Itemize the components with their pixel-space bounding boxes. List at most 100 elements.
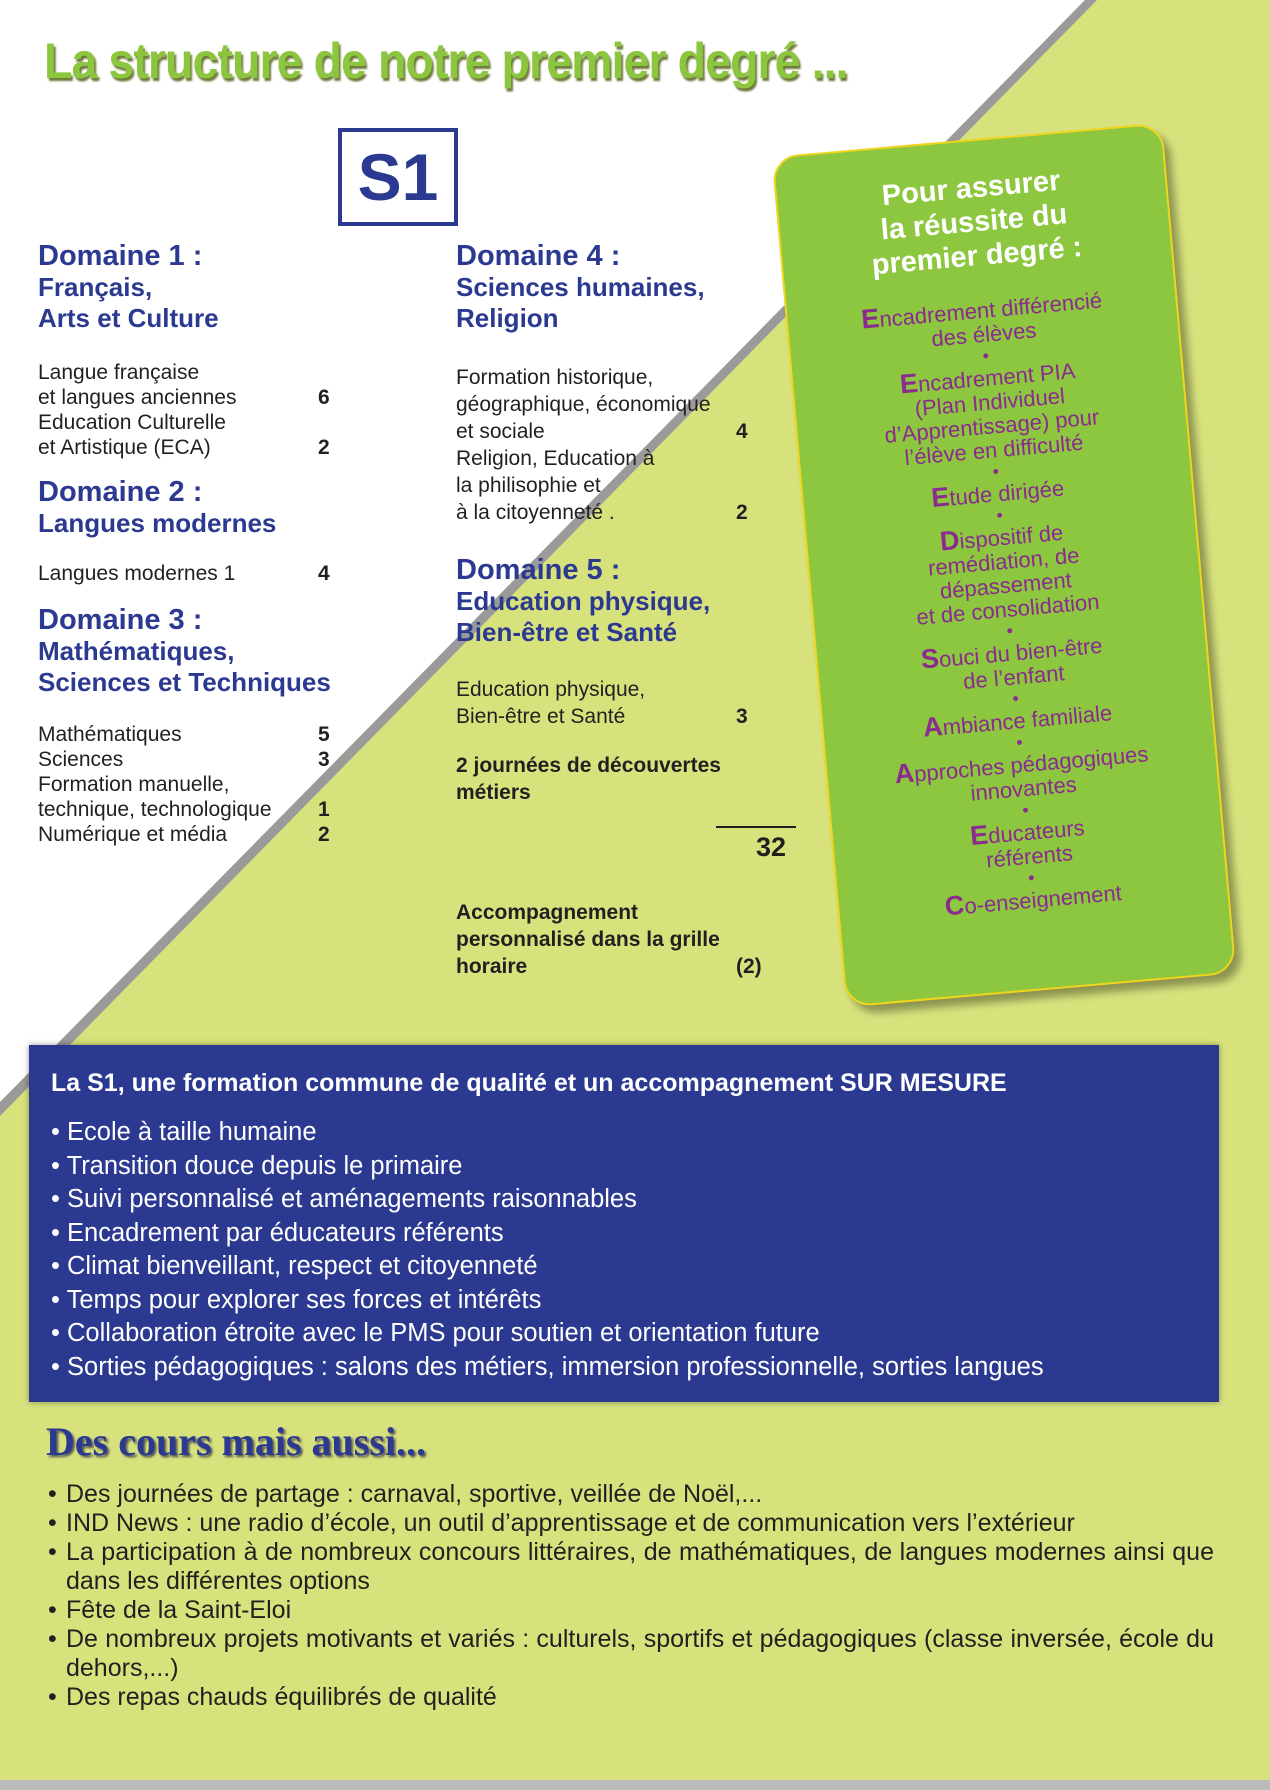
subject-row: et sociale 4: [456, 418, 766, 445]
subject-label: Education physique,: [456, 678, 646, 701]
more-item: • Des repas chauds équilibrés de qualité: [48, 1683, 497, 1711]
card-title: Pour assurer la réussite du premier degré …: [870, 164, 1084, 282]
subject-hours: 4: [736, 420, 748, 443]
subject-row: Religion, Education à: [456, 445, 766, 472]
s1-highlights-box: La S1, une formation commune de qualité …: [29, 1045, 1219, 1402]
subject-row: Education physique,: [456, 676, 766, 703]
domain-subtitle: Langues modernes: [38, 508, 277, 538]
subject-hours: [736, 472, 766, 499]
subject-label: à la citoyenneté .: [456, 501, 615, 524]
subject-hours: [318, 772, 348, 797]
more-item: • Des journées de partage : carnaval, spo…: [48, 1480, 763, 1508]
subject-row: et langues anciennes 6: [38, 385, 348, 410]
subject-label: Numérique et média: [38, 823, 228, 846]
domain-title: Domaine 4 :: [456, 240, 621, 272]
subject-hours: 6: [318, 386, 330, 409]
domain-4: Domaine 4 : Sciences humaines, Religion Fo…: [456, 240, 796, 526]
subject-hours: 5: [318, 723, 330, 746]
domain-subtitle: Religion: [456, 303, 559, 333]
subject-hours: 2: [318, 823, 330, 846]
domain-title: Domaine 3 :: [38, 604, 203, 636]
highlight-item: • Temps pour explorer ses forces et inté…: [51, 1285, 542, 1314]
discovery-days: 2 journées de découvertes métiers: [456, 754, 721, 804]
subject-label: Langue française: [38, 361, 200, 384]
domain-subtitle: Arts et Culture: [38, 303, 219, 333]
subject-row: la philisophie et: [456, 472, 766, 499]
subject-label: et langues anciennes: [38, 386, 237, 409]
highlights-title: La S1, une formation commune de qualité …: [51, 1069, 1007, 1097]
domain-1: Domaine 1 : Français, Arts et Culture Lang…: [38, 240, 348, 460]
subject-hours: 2: [318, 436, 330, 459]
domain-5: Domaine 5 : Education physique, Bien-être …: [456, 554, 796, 730]
domain-2: Domaine 2 : Langues modernes Langues mode…: [38, 476, 348, 586]
page-title: La structure de notre premier degré ...: [44, 33, 848, 89]
subject-row: Formation manuelle,: [38, 772, 348, 797]
subject-row: à la citoyenneté . 2: [456, 499, 766, 526]
domain-title: Domaine 5 :: [456, 554, 621, 586]
subject-hours: [736, 676, 766, 703]
highlight-item: • Ecole à taille humaine: [51, 1118, 317, 1146]
subject-hours: 2: [736, 501, 748, 524]
highlight-item: • Collaboration étroite avec le PMS pour…: [51, 1319, 820, 1347]
subject-label: la philisophie et: [456, 474, 601, 497]
subject-label: Sciences: [38, 748, 124, 771]
subject-row: Numérique et média 2: [38, 822, 348, 847]
highlight-item: • Climat bienveillant, respect et citoye…: [51, 1252, 538, 1280]
domain-title: Domaine 2 :: [38, 476, 203, 508]
more-item: • De nombreux projets motivants et variés…: [48, 1625, 1214, 1682]
subject-hours: [736, 364, 766, 391]
item-initial: D: [938, 524, 961, 557]
subject-hours: [318, 410, 348, 435]
highlight-item: • Suivi personnalisé et aménagements rai…: [51, 1185, 637, 1213]
more-item: • IND News : une radio d’école, un outil …: [48, 1509, 1075, 1537]
subject-row: Mathématiques 5: [38, 722, 348, 747]
more-list: • Des journées de partage : carnaval, spo…: [48, 1480, 1214, 1712]
more-title: Des cours mais aussi...: [46, 1419, 427, 1464]
subject-row: Sciences 3: [38, 747, 348, 772]
subject-hours: 3: [736, 705, 748, 728]
subject-row: technique, technologique 1: [38, 797, 348, 822]
subject-label: Religion, Education à: [456, 447, 655, 470]
accompaniment-label: Accompagnement personnalisé dans la gril…: [456, 901, 720, 978]
subject-label: et sociale: [456, 420, 545, 443]
highlight-item: • Transition douce depuis le primaire: [51, 1151, 463, 1180]
item-initial: C: [943, 889, 966, 922]
subject-hours: 4: [318, 562, 330, 585]
subject-label: Formation manuelle,: [38, 773, 230, 796]
subject-hours: [736, 391, 766, 418]
subject-hours: [736, 445, 766, 472]
subject-row: géographique, économique: [456, 391, 766, 418]
highlight-item: • Encadrement par éducateurs référents: [51, 1218, 504, 1247]
subject-label: géographique, économique: [456, 393, 711, 416]
subject-row: Bien-être et Santé 3: [456, 703, 766, 730]
success-card: Pour assurer la réussite du premier degré …: [771, 122, 1237, 1008]
subject-label: Formation historique,: [456, 366, 654, 389]
subject-hours: [318, 360, 348, 385]
subject-hours: 1: [318, 798, 330, 821]
subject-row: Langues modernes 1 4: [38, 561, 348, 586]
accompaniment-hours: (2): [736, 955, 762, 978]
subject-label: Langues modernes 1: [38, 562, 236, 585]
column-right: Domaine 4 : Sciences humaines, Religion Fo…: [456, 240, 796, 980]
highlight-item: • Sorties pédagogiques : salons des méti…: [51, 1352, 1044, 1381]
domain-title: Domaine 1 :: [38, 240, 203, 272]
domain-subtitle: Français,: [38, 272, 153, 302]
domain-3: Domaine 3 : Mathématiques, Sciences et Tec…: [38, 604, 348, 847]
subject-row: Formation historique,: [456, 364, 766, 391]
s1-badge: S1: [338, 128, 458, 226]
column-left: Domaine 1 : Français, Arts et Culture Lang…: [38, 240, 348, 847]
domain-subtitle: Bien-être et Santé: [456, 617, 678, 647]
total-hours: 32: [756, 832, 787, 862]
subject-row: et Artistique (ECA) 2: [38, 435, 348, 460]
subject-label: et Artistique (ECA): [38, 436, 211, 459]
domain-subtitle: Mathématiques,: [38, 636, 235, 666]
subject-label: Bien-être et Santé: [456, 705, 626, 728]
domain-subtitle: Education physique,: [456, 586, 711, 616]
more-item: • Fête de la Saint-Eloi: [48, 1596, 292, 1624]
subject-label: technique, technologique: [38, 798, 272, 821]
accompaniment: Accompagnement personnalisé dans la gril…: [456, 899, 786, 980]
bottom-border: [0, 1780, 1270, 1790]
domain-subtitle: Sciences humaines,: [456, 272, 705, 302]
subject-row: Education Culturelle: [38, 410, 348, 435]
domain-subtitle: Sciences et Techniques: [38, 667, 331, 697]
